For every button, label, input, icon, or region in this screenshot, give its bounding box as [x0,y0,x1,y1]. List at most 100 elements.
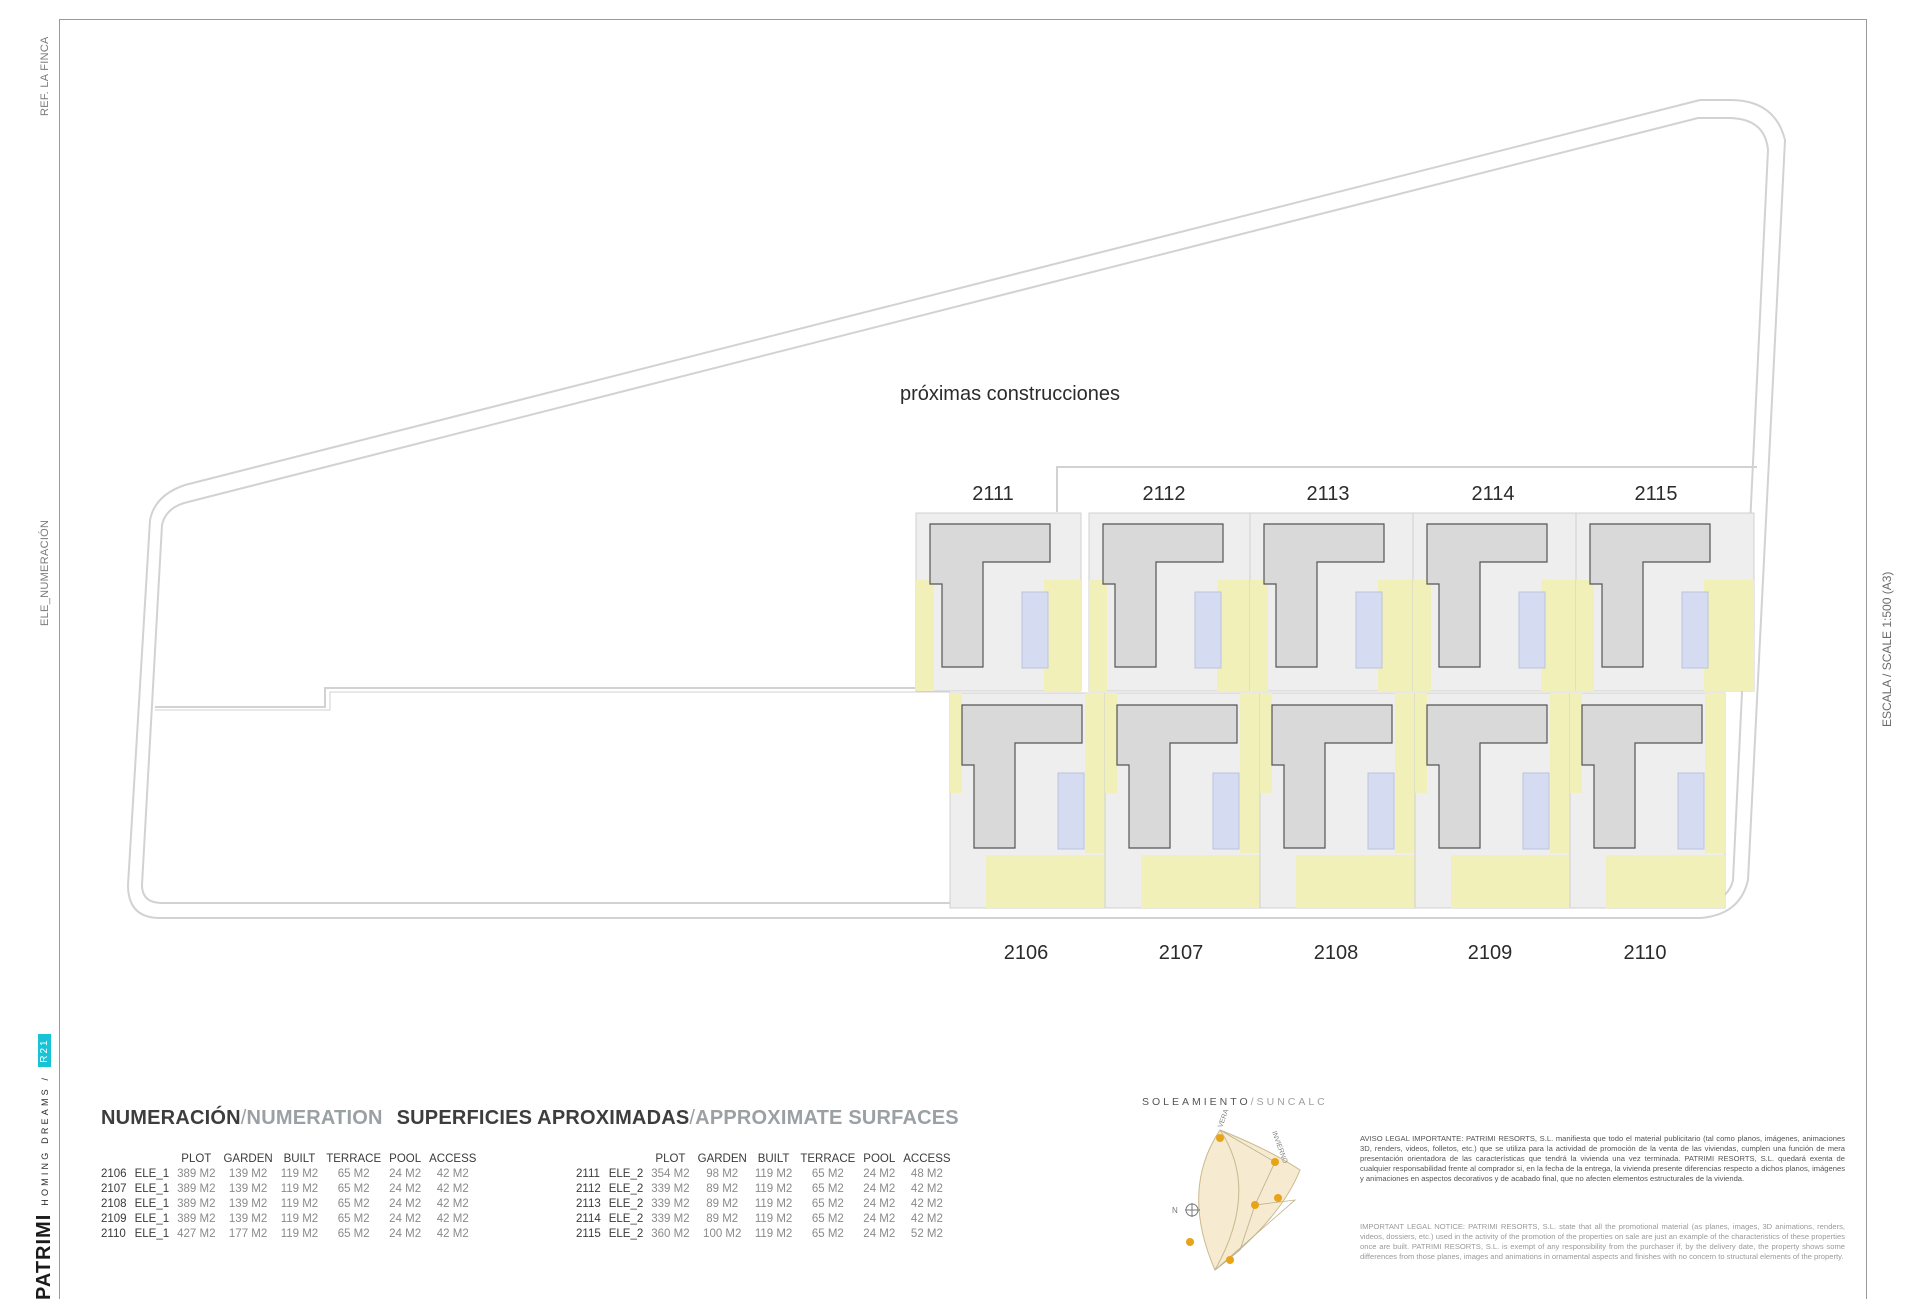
cell-garden: 100 M2 [703,1227,742,1240]
house-footprint [1102,523,1224,668]
garden-area [1606,855,1725,908]
cell-num: 2113 [576,1197,601,1210]
sun-diagram: N VERANO INVIERNO [1172,1110,1301,1271]
garden-area [1089,580,1107,691]
surfaces-table-ele2: PLOT GARDEN BUILT TERRACE POOL ACCESS 2111 ELE… [572,1151,955,1241]
sun-title-en: /SUNCALC [1250,1096,1328,1108]
table-row: 2113 ELE_2 339 M2 89 M2 119 M2 65 M2 24 M2 42 M… [572,1196,955,1211]
cell-plot: 339 M2 [651,1182,690,1195]
cell-terrace: 65 M2 [337,1212,370,1225]
garden-area [986,855,1105,908]
table-row: 2112 ELE_2 339 M2 89 M2 119 M2 65 M2 24 M2 42 M… [572,1181,955,1196]
table-row: 2108 ELE_1 389 M2 139 M2 119 M2 65 M2 24 M2 42 … [97,1196,480,1211]
cell-pool: 24 M2 [863,1167,896,1180]
sun-label-summer: VERANO [1217,1110,1234,1129]
cell-garden: 98 M2 [706,1167,739,1180]
garden-area [1550,693,1570,853]
plot-number-label: 2108 [1313,942,1359,964]
garden-area [1378,580,1415,691]
site-boundary [126,99,1787,919]
surfaces-table-ele1: PLOT GARDEN BUILT TERRACE POOL ACCESS 2106 ELE… [97,1151,480,1241]
garden-area [1541,580,1578,691]
cell-num: 2106 [101,1167,127,1180]
cell-access: 52 M2 [910,1227,943,1240]
house-footprint [961,704,1083,849]
heading-surfaces-en: APPROXIMATE SURFACES [695,1107,959,1129]
north-label: N [1172,1206,1178,1215]
garden-area [1415,693,1427,793]
cell-access: 42 M2 [436,1182,469,1195]
cell-num: 2110 [101,1227,126,1240]
cell-built: 119 M2 [754,1182,793,1195]
column-header: POOL [863,1152,896,1165]
table-row: 2106 ELE_1 389 M2 139 M2 119 M2 65 M2 24 M2 42 … [97,1166,480,1181]
pool [1021,591,1049,669]
spacer-header [572,1151,605,1166]
table-row: 2110 ELE_1 427 M2 177 M2 119 M2 65 M2 24 M2 42 … [97,1226,480,1241]
legal-notice-en: IMPORTANT LEGAL NOTICE: PATRIMI RESORTS,… [1360,1222,1845,1261]
sun-diagram-title: SOLEAMIENTO/SUNCALC [1142,1096,1328,1108]
cell-garden: 139 M2 [228,1212,268,1225]
sun-title-es: SOLEAMIENTO [1142,1096,1251,1108]
garden-area [1260,693,1272,793]
cell-built: 119 M2 [754,1212,793,1225]
cell-pool: 24 M2 [863,1227,896,1240]
pool [1367,772,1395,850]
sun-markers [1186,1134,1282,1264]
cell-built: 119 M2 [280,1212,319,1225]
column-header: TERRACE [326,1152,382,1165]
cell-plot: 354 M2 [651,1167,690,1180]
column-header: GARDEN [223,1152,273,1165]
garden-area [1413,580,1431,691]
cell-built: 119 M2 [280,1227,319,1240]
cell-num: 2108 [101,1197,127,1210]
plot-number-label: 2106 [1003,942,1049,964]
house-footprint [1271,704,1393,849]
sheet-frame [59,19,1867,1299]
pool [1518,591,1546,669]
spacer-header [131,1151,174,1166]
table-row: 2107 ELE_1 389 M2 139 M2 119 M2 65 M2 24 M2 42 … [97,1181,480,1196]
garden-area [1395,693,1415,853]
cell-num: 2112 [576,1182,601,1195]
pool [1194,591,1222,669]
cell-access: 42 M2 [436,1227,469,1240]
plot-number-label: 2107 [1158,942,1204,964]
house-footprint [1116,704,1238,849]
garden-area [1576,580,1594,691]
cell-num: 2114 [576,1212,601,1225]
heading-surfaces-es: SUPERFICIES APROXIMADAS [396,1107,690,1129]
cell-garden: 89 M2 [706,1212,739,1225]
cell-terrace: 65 M2 [337,1167,370,1180]
cell-type: ELE_2 [608,1167,644,1180]
cell-plot: 339 M2 [651,1197,690,1210]
plots-layer [915,512,1755,909]
cell-terrace: 65 M2 [337,1227,370,1240]
cell-num: 2111 [576,1167,600,1180]
cell-built: 119 M2 [754,1167,793,1180]
column-header: BUILT [757,1152,790,1165]
garden-area [1044,580,1081,691]
cell-type: ELE_2 [608,1182,644,1195]
table-row: 2114 ELE_2 339 M2 89 M2 119 M2 65 M2 24 M2 42 M… [572,1211,955,1226]
table-row: 2115 ELE_2 360 M2 100 M2 119 M2 65 M2 24 M2 52 … [572,1226,955,1241]
cell-type: ELE_2 [608,1197,644,1210]
plot-number-label: 2110 [1623,942,1667,964]
cell-type: ELE_1 [134,1227,170,1240]
cell-terrace: 65 M2 [811,1197,844,1210]
cell-access: 42 M2 [436,1212,469,1225]
cell-access: 42 M2 [436,1167,469,1180]
cell-built: 119 M2 [754,1227,793,1240]
cell-built: 119 M2 [280,1197,319,1210]
cell-pool: 24 M2 [389,1212,422,1225]
plot-number-label: 2114 [1471,483,1515,505]
pool [1681,591,1709,669]
column-header: ACCESS [903,1152,951,1165]
cell-built: 119 M2 [280,1182,319,1195]
cell-type: ELE_1 [134,1197,170,1210]
cell-plot: 360 M2 [651,1227,690,1240]
spacer-header [97,1151,131,1166]
cell-built: 119 M2 [754,1197,793,1210]
cell-num: 2115 [576,1227,601,1240]
cell-num: 2107 [101,1182,127,1195]
